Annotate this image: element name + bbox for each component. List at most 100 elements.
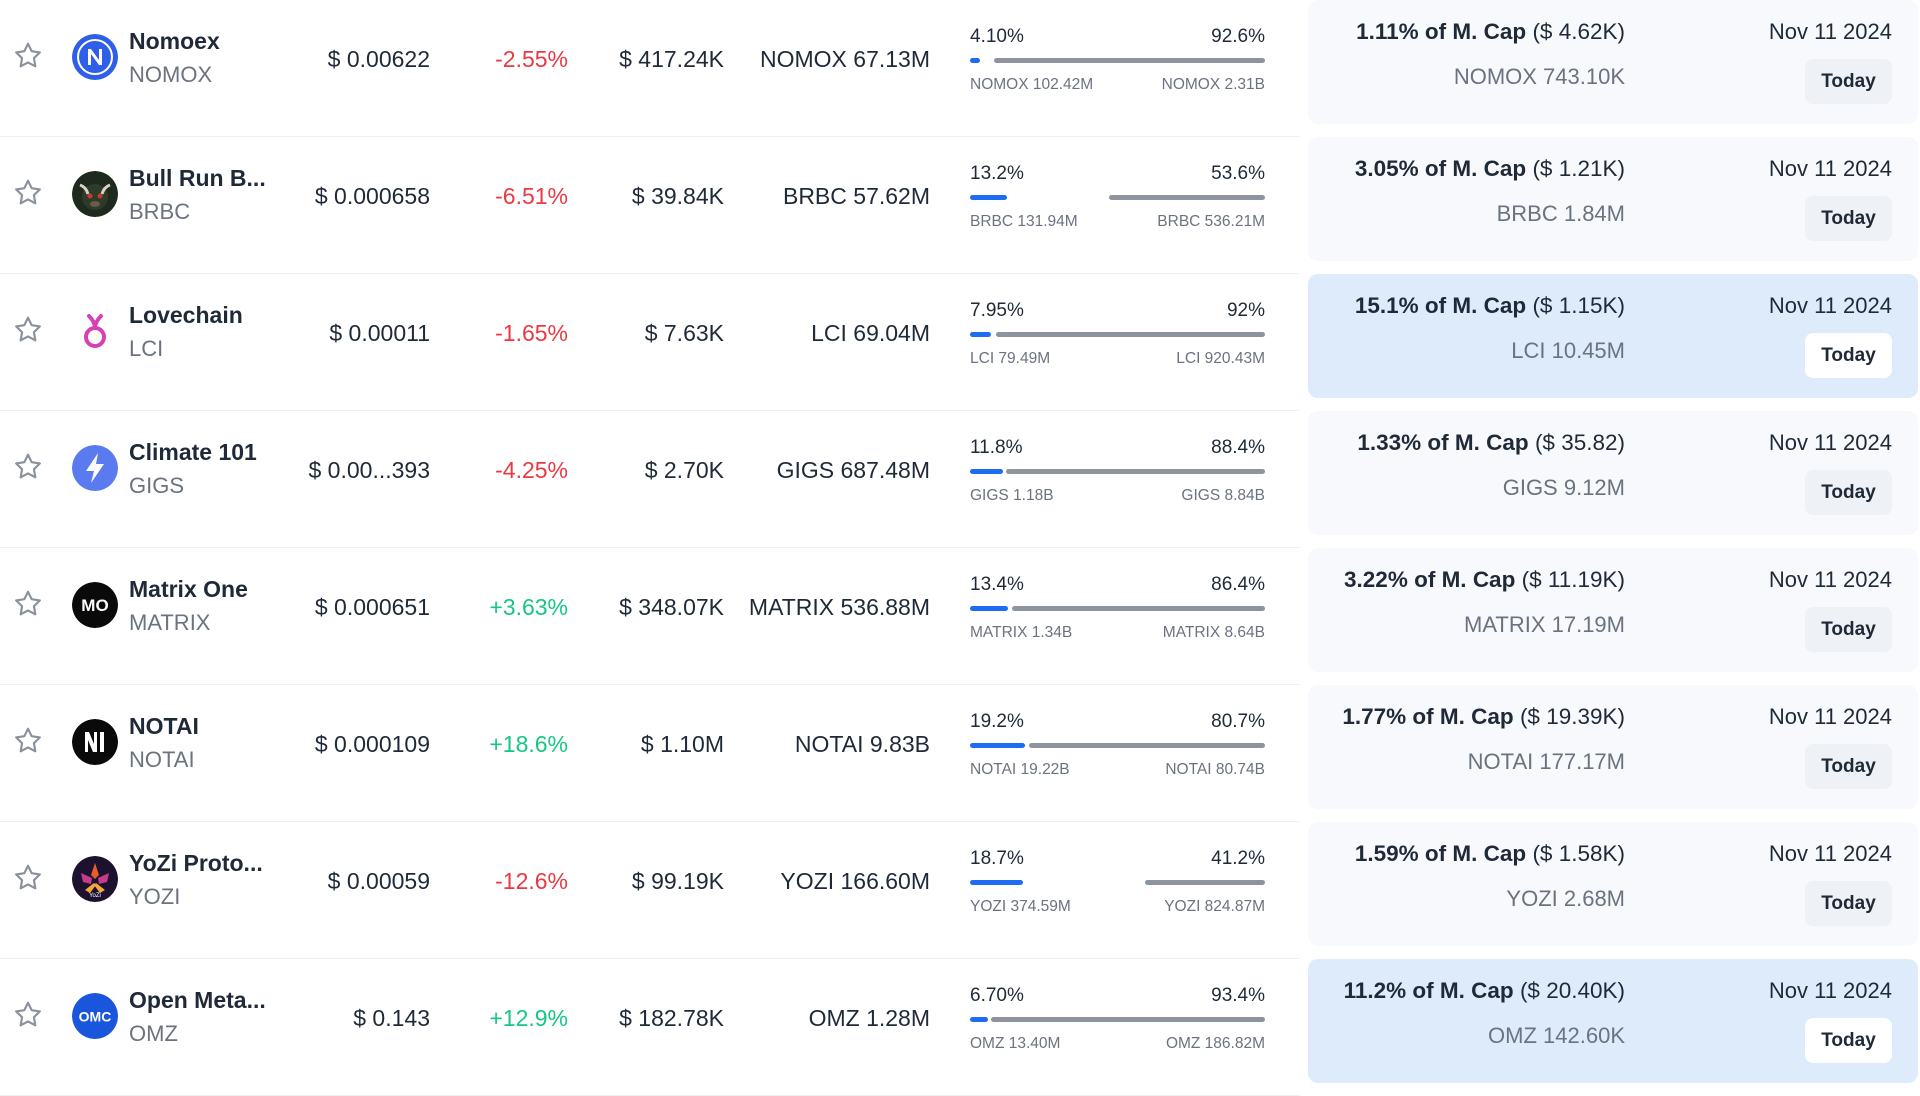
token-name[interactable]: Open Meta... (129, 987, 266, 1013)
nomoex-n-icon (72, 34, 118, 80)
mcap-percent: 3.22% of M. Cap (1344, 567, 1516, 592)
next-unlock-amount: OMZ 142.60K (1488, 1023, 1625, 1048)
star-favorite-icon[interactable] (12, 725, 44, 757)
locked-bar-fill (995, 332, 1265, 337)
table-row[interactable]: NOTAI NOTAI $ 0.000109 +18.6% $ 1.10M NO… (0, 685, 1920, 822)
unlocked-amount: BRBC 131.94M (970, 213, 1078, 230)
unlocked-amount: YOZI 374.59M (970, 898, 1071, 915)
today-button[interactable]: Today (1805, 59, 1892, 104)
token-name[interactable]: Nomoex (129, 28, 220, 54)
circulating-supply: LCI 69.04M (811, 320, 930, 346)
trading-volume: $ 348.07K (619, 594, 724, 620)
locked-percent: 41.2% (1211, 848, 1265, 869)
trading-volume: $ 7.63K (644, 320, 724, 346)
open-meta-icon: OMC (72, 993, 118, 1039)
locked-bar-fill (1006, 469, 1265, 474)
unlock-mcap-share: 1.59% of M. Cap ($ 1.58K) (1355, 841, 1625, 867)
mcap-usd-value: ($ 1.15K) (1532, 293, 1625, 318)
mcap-percent: 11.2% of M. Cap (1343, 978, 1514, 1003)
row-divider (0, 958, 1300, 959)
token-name[interactable]: Bull Run B... (129, 165, 266, 191)
locked-bar-fill (1028, 743, 1265, 748)
star-favorite-icon[interactable] (12, 314, 44, 346)
unlocked-bar-fill (970, 332, 992, 337)
token-name[interactable]: Matrix One (129, 576, 248, 602)
locked-percent: 92% (1226, 300, 1265, 321)
table-row[interactable]: Climate 101 GIGS $ 0.00...393 -4.25% $ 2… (0, 411, 1920, 548)
trading-volume: $ 2.70K (644, 457, 724, 483)
table-row[interactable]: MO Matrix One MATRIX $ 0.000651 +3.63% $… (0, 548, 1920, 685)
star-favorite-icon[interactable] (12, 588, 44, 620)
row-divider (0, 410, 1300, 411)
mcap-usd-value: ($ 1.21K) (1532, 156, 1625, 181)
bull-run-icon (72, 171, 118, 217)
table-row[interactable]: Nomoex NOMOX $ 0.00622 -2.55% $ 417.24K … (0, 0, 1920, 137)
next-unlock-card[interactable]: 1.77% of M. Cap ($ 19.39K) NOTAI 177.17M… (1308, 685, 1918, 809)
next-unlock-card[interactable]: 1.33% of M. Cap ($ 35.82) GIGS 9.12M Nov… (1308, 411, 1918, 535)
today-button[interactable]: Today (1805, 196, 1892, 241)
unlock-progress: 4.10% 92.6% NOMOX 102.42M NOMOX 2.31B (970, 26, 1265, 101)
today-button[interactable]: Today (1805, 607, 1892, 652)
price-change-24h: -2.55% (495, 46, 568, 72)
next-unlock-card[interactable]: 11.2% of M. Cap ($ 20.40K) OMZ 142.60K N… (1308, 959, 1918, 1083)
token-name[interactable]: NOTAI (129, 713, 199, 739)
trading-volume: $ 39.84K (631, 183, 724, 209)
today-button[interactable]: Today (1805, 1018, 1892, 1063)
today-button[interactable]: Today (1805, 881, 1892, 926)
lovechain-icon (72, 308, 118, 354)
matrix-one-icon: MO (72, 582, 118, 628)
unlock-progress-bar (970, 58, 1265, 63)
unlocked-amount: LCI 79.49M (970, 350, 1051, 367)
unlock-date: Nov 11 2024 (1768, 567, 1892, 592)
token-symbol: BRBC (129, 199, 191, 224)
unlocked-bar-fill (970, 469, 1003, 474)
next-unlock-amount: NOTAI 177.17M (1467, 749, 1625, 774)
unlocked-amount: NOTAI 19.22B (970, 761, 1070, 778)
next-unlock-card[interactable]: 1.11% of M. Cap ($ 4.62K) NOMOX 743.10K … (1308, 0, 1918, 124)
unlock-date: Nov 11 2024 (1768, 19, 1892, 44)
circulating-supply: NOMOX 67.13M (760, 46, 930, 72)
mcap-percent: 1.77% of M. Cap (1342, 704, 1514, 729)
token-name[interactable]: Lovechain (129, 302, 243, 328)
unlocked-percent: 4.10% (970, 26, 1024, 47)
locked-bar-fill (991, 1017, 1265, 1022)
unlock-date: Nov 11 2024 (1768, 978, 1892, 1003)
star-favorite-icon[interactable] (12, 451, 44, 483)
token-name[interactable]: Climate 101 (129, 439, 257, 465)
table-row[interactable]: Lovechain LCI $ 0.00011 -1.65% $ 7.63K L… (0, 274, 1920, 411)
table-row[interactable]: YoZi YoZi Proto... YOZI $ 0.00059 -12.6%… (0, 822, 1920, 959)
next-unlock-card[interactable]: 3.05% of M. Cap ($ 1.21K) BRBC 1.84M Nov… (1308, 137, 1918, 261)
next-unlock-card[interactable]: 3.22% of M. Cap ($ 11.19K) MATRIX 17.19M… (1308, 548, 1918, 672)
next-unlock-card[interactable]: 15.1% of M. Cap ($ 1.15K) LCI 10.45M Nov… (1308, 274, 1918, 398)
locked-bar-fill (993, 58, 1265, 63)
locked-bar-fill (1145, 880, 1265, 885)
today-button[interactable]: Today (1805, 333, 1892, 378)
notai-icon (72, 719, 118, 765)
star-favorite-icon[interactable] (12, 999, 44, 1031)
unlocked-bar-fill (970, 743, 1025, 748)
table-row[interactable]: OMC Open Meta... OMZ $ 0.143 +12.9% $ 18… (0, 959, 1920, 1096)
lightning-bolt-icon (72, 445, 118, 491)
next-unlock-card[interactable]: 1.59% of M. Cap ($ 1.58K) YOZI 2.68M Nov… (1308, 822, 1918, 946)
locked-percent: 92.6% (1211, 26, 1265, 47)
token-symbol: OMZ (129, 1021, 178, 1046)
today-button[interactable]: Today (1805, 744, 1892, 789)
svg-text:MO: MO (81, 596, 108, 615)
unlocked-percent: 7.95% (970, 300, 1024, 321)
star-favorite-icon[interactable] (12, 177, 44, 209)
total-amount: GIGS 8.84B (1181, 487, 1265, 504)
today-button[interactable]: Today (1805, 470, 1892, 515)
unlocked-amount: GIGS 1.18B (970, 487, 1054, 504)
star-favorite-icon[interactable] (12, 40, 44, 72)
unlock-mcap-share: 11.2% of M. Cap ($ 20.40K) (1344, 978, 1625, 1004)
star-favorite-icon[interactable] (12, 862, 44, 894)
table-row[interactable]: Bull Run B... BRBC $ 0.000658 -6.51% $ 3… (0, 137, 1920, 274)
unlocked-percent: 11.8% (970, 437, 1023, 458)
unlocked-bar-fill (970, 58, 981, 63)
unlock-progress-bar (970, 469, 1265, 474)
token-price: $ 0.000109 (314, 731, 430, 757)
locked-percent: 53.6% (1211, 163, 1265, 184)
token-name[interactable]: YoZi Proto... (129, 850, 263, 876)
trading-volume: $ 1.10M (640, 731, 724, 757)
